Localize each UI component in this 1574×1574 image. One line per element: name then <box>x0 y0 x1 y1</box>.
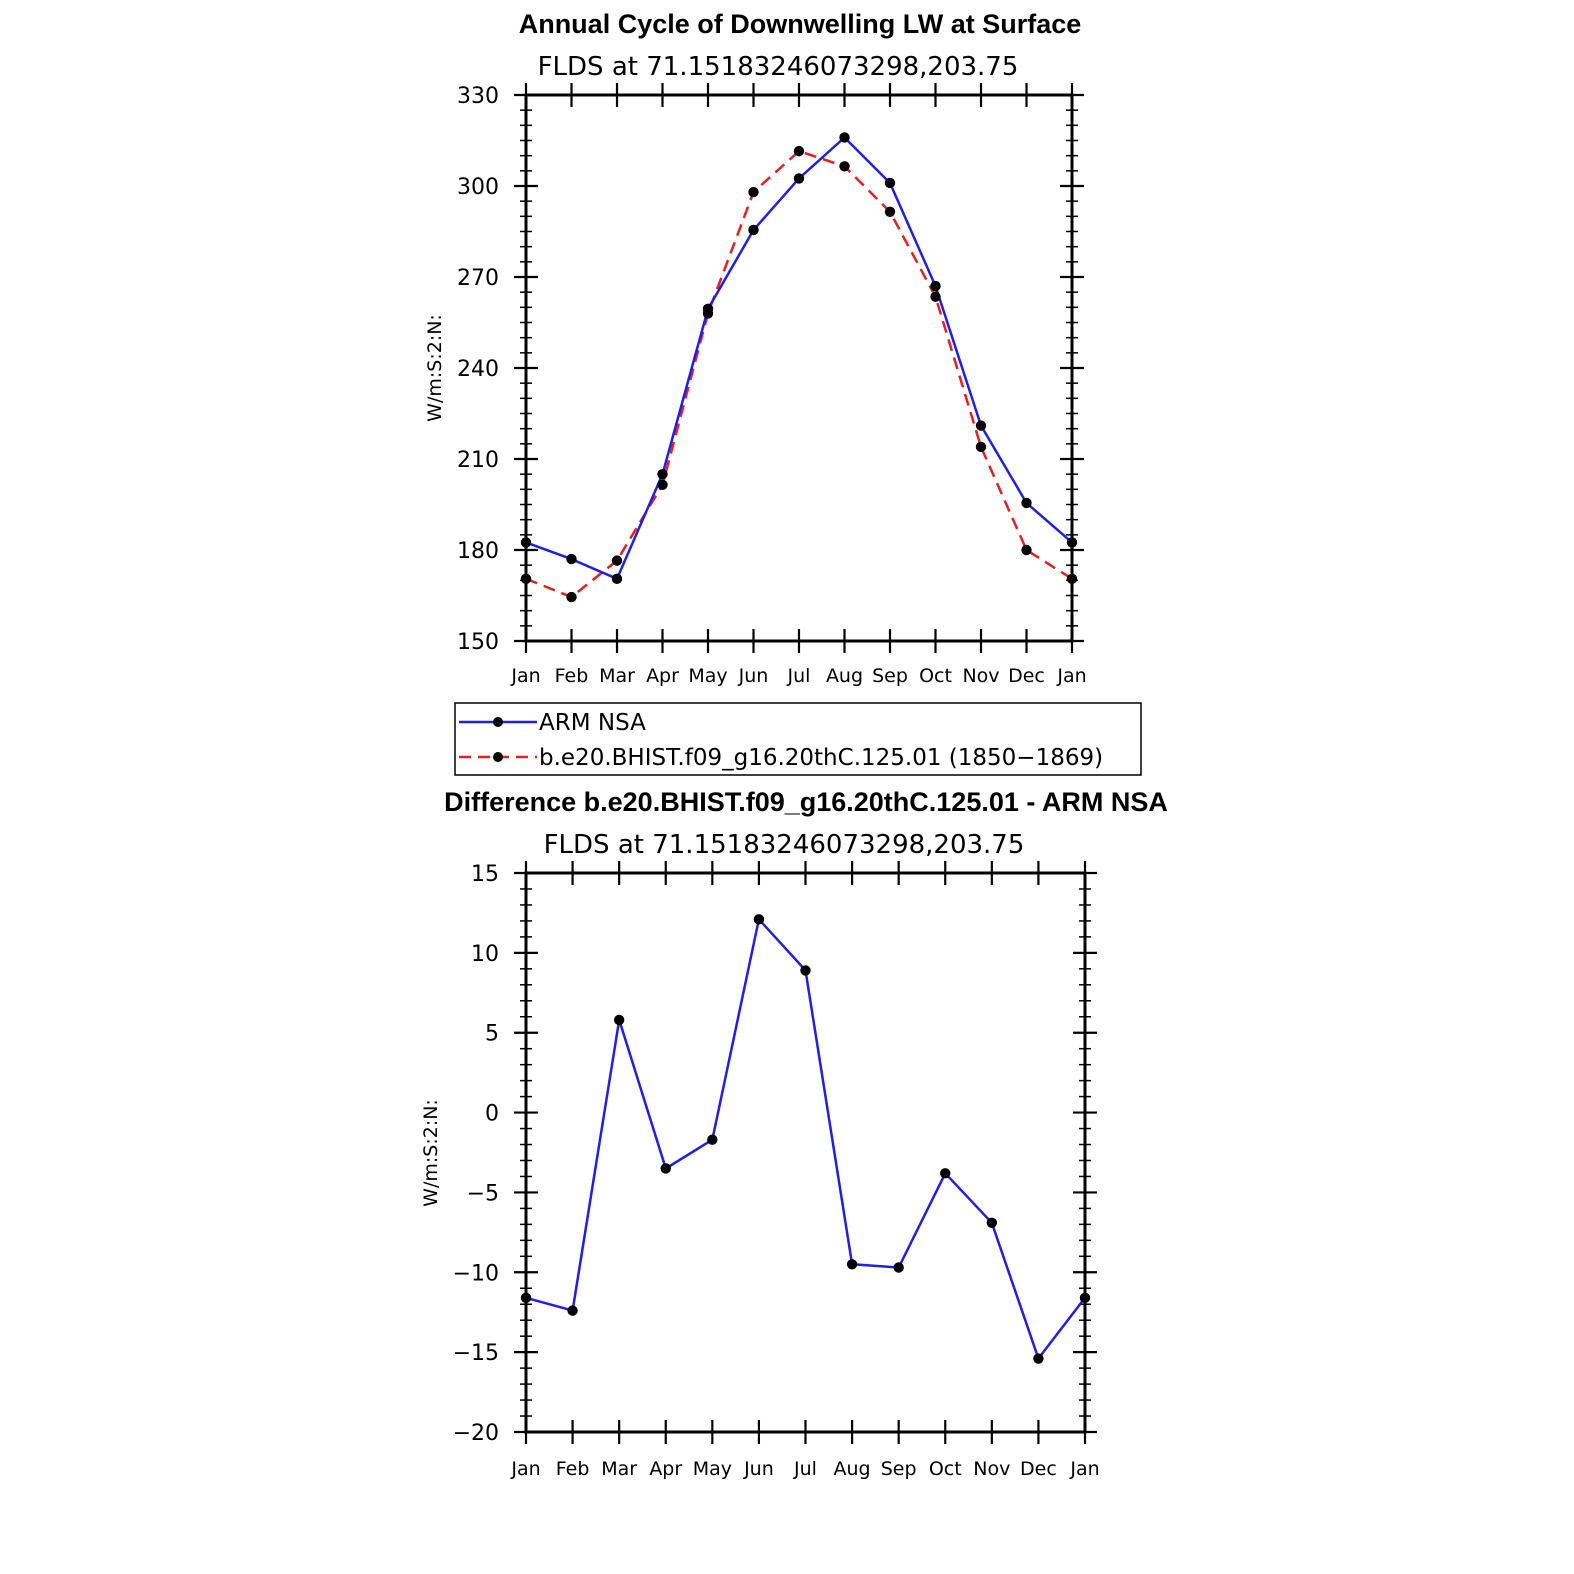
bottom-chart-series-0-point <box>707 1134 718 1145</box>
top-chart-series-0-point <box>930 280 941 292</box>
bottom-chart-plot-frame <box>524 871 1087 1434</box>
bottom-chart-series-0-point <box>940 1168 951 1179</box>
bottom-chart-x-tick-label: Dec <box>1020 1458 1057 1480</box>
top-chart-x-tick-label: Mar <box>599 665 635 687</box>
bottom-chart-series-0-point <box>613 1014 625 1026</box>
top-chart-series-1-point <box>611 555 623 566</box>
top-chart-y-tick-label: 210 <box>457 448 499 473</box>
top-chart-series-1-point <box>702 308 714 319</box>
top-chart-y-tick-label: 180 <box>457 539 499 564</box>
bottom-chart-x-tick-label: Jul <box>793 1458 817 1480</box>
bottom-chart-series-0-point <box>1033 1353 1044 1364</box>
top-chart-y-tick-label: 240 <box>457 357 499 382</box>
top-chart-x-tick-label: Jun <box>738 665 769 687</box>
top-chart-series-1-point <box>930 291 941 302</box>
top-chart-y-axis-label: W/m:S:2:N: <box>424 314 446 422</box>
legend-marker-model <box>493 752 503 762</box>
legend-label-model: b.e20.BHIST.f09_g16.20thC.125.01 (1850−1… <box>539 745 1103 771</box>
bottom-chart-series-0-point <box>893 1262 904 1273</box>
top-chart-subtitle: FLDS at 71.15183246073298,203.75 <box>538 52 1019 82</box>
bottom-chart-x-tick-label: Aug <box>834 1458 871 1480</box>
bottom-chart-series-0-point <box>1079 1292 1091 1304</box>
top-chart-x-tick-label: Nov <box>962 665 999 687</box>
top-chart-series-0-point <box>611 573 623 585</box>
bottom-chart-y-tick-label: −10 <box>453 1261 499 1286</box>
legend-marker-arm-nsa <box>493 717 503 727</box>
top-chart-y-tick-label: 330 <box>457 84 499 109</box>
top-chart-series-0-point <box>748 224 759 236</box>
top-chart-x-tick-label: Dec <box>1008 665 1045 687</box>
bottom-chart-series-0-point <box>753 914 765 925</box>
bottom-chart-series-0-point <box>520 1292 532 1304</box>
legend-box <box>454 702 1142 776</box>
top-chart: 150 180 210 240 270 300 330 Jan Feb Mar Apr May Jun J… <box>457 83 1087 687</box>
top-chart-series-1-point <box>1066 573 1078 585</box>
bottom-chart-x-tick-label: May <box>693 1458 732 1480</box>
bottom-chart-series-0-point <box>660 1163 671 1174</box>
top-chart-x-tick-label: Feb <box>555 665 589 687</box>
top-chart-series-1-point <box>657 479 668 490</box>
top-chart-title: Annual Cycle of Downwelling LW at Surfac… <box>519 9 1082 39</box>
bottom-chart-series-0-point <box>986 1217 998 1228</box>
bottom-chart-x-tick-label: Mar <box>601 1458 637 1480</box>
top-chart-x-tick-label: Apr <box>646 665 679 687</box>
bottom-chart-x-tick-label: Jan <box>1069 1458 1099 1480</box>
bottom-chart-x-tick-label: Jun <box>743 1458 774 1480</box>
bottom-chart-x-tick-label: Apr <box>649 1458 682 1480</box>
top-chart-series-1-point <box>566 591 577 603</box>
bottom-chart-x-tick-label: Oct <box>929 1458 962 1480</box>
top-chart-series-0-point <box>520 537 532 548</box>
top-chart-series-1-point <box>884 206 896 217</box>
top-chart-series-0-point <box>793 173 805 184</box>
top-chart-series-1-point <box>975 441 987 453</box>
top-chart-y-tick-label: 270 <box>457 266 499 291</box>
bottom-chart-series-0-point <box>800 965 811 976</box>
bottom-chart-x-tick-label: Nov <box>973 1458 1010 1480</box>
top-chart-series-line-0 <box>525 136 1073 581</box>
bottom-chart-series-0-point <box>567 1305 578 1316</box>
top-chart-x-tick-label: Aug <box>826 665 863 687</box>
top-chart-series-1-point <box>839 161 850 172</box>
top-chart-y-tick-label: 300 <box>457 175 499 200</box>
top-chart-x-tick-label: Oct <box>919 665 952 687</box>
top-chart-series-1-point <box>520 573 532 585</box>
top-chart-series-0-point <box>657 468 668 480</box>
legend: ARM NSA b.e20.BHIST.f09_g16.20thC.125.01… <box>454 702 1142 776</box>
bottom-chart-y-tick-label: −20 <box>453 1421 499 1446</box>
bottom-chart-subtitle: FLDS at 71.15183246073298,203.75 <box>544 830 1025 860</box>
top-chart-x-tick-label: Jul <box>787 665 811 687</box>
top-chart-x-tick-label: May <box>688 665 727 687</box>
bottom-chart-y-tick-label: −5 <box>467 1181 499 1206</box>
top-chart-series-0-point <box>975 420 987 431</box>
top-chart-series-1-point <box>748 186 759 198</box>
bottom-chart-x-tick-label: Sep <box>881 1458 917 1480</box>
top-chart-series-0-point <box>839 132 850 143</box>
bottom-chart-y-tick-label: 10 <box>471 942 499 967</box>
bottom-chart-title: Difference b.e20.BHIST.f09_g16.20thC.125… <box>444 787 1168 817</box>
bottom-chart-y-tick-label: 0 <box>485 1102 499 1127</box>
bottom-chart-y-tick-label: 15 <box>471 862 499 887</box>
bottom-chart: −20 −15 −10 −5 0 5 10 15 Jan Feb Mar Apr May Jun Jul Au… <box>453 861 1100 1480</box>
top-chart-series-line-1 <box>525 149 1073 599</box>
top-chart-series-1-point <box>1021 544 1032 556</box>
top-chart-series-0-point <box>884 177 896 189</box>
bottom-chart-x-tick-label: Feb <box>556 1458 590 1480</box>
top-chart-x-tick-label: Jan <box>510 665 540 687</box>
bottom-chart-y-axis-label: W/m:S:2:N: <box>420 1099 442 1207</box>
bottom-chart-y-tick-label: −15 <box>453 1341 499 1366</box>
top-chart-series-0-point <box>566 553 577 565</box>
top-chart-series-0-point <box>1021 497 1032 509</box>
bottom-chart-series-0-point <box>846 1259 858 1270</box>
legend-label-arm-nsa: ARM NSA <box>539 710 646 736</box>
top-chart-x-tick-label: Sep <box>872 665 908 687</box>
bottom-chart-y-tick-label: 5 <box>485 1022 499 1047</box>
top-chart-y-tick-label: 150 <box>457 630 499 655</box>
bottom-chart-series-line-0 <box>525 918 1086 1360</box>
bottom-chart-x-tick-label: Jan <box>510 1458 540 1480</box>
top-chart-x-tick-label: Jan <box>1056 665 1086 687</box>
top-chart-series-1-point <box>793 145 805 157</box>
top-chart-series-0-point <box>1066 537 1078 548</box>
